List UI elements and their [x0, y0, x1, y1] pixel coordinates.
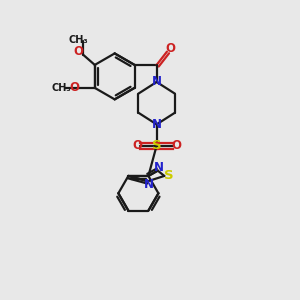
Text: O: O	[171, 139, 182, 152]
Text: CH₃: CH₃	[69, 35, 88, 45]
Text: CH₃: CH₃	[52, 83, 72, 93]
Text: O: O	[132, 139, 142, 152]
Text: N: N	[152, 118, 162, 131]
Text: S: S	[164, 169, 173, 182]
Text: N: N	[154, 161, 164, 174]
Text: S: S	[152, 139, 161, 152]
Text: N: N	[144, 178, 154, 191]
Text: O: O	[165, 42, 175, 55]
Text: N: N	[152, 76, 162, 88]
Text: O: O	[74, 45, 84, 58]
Text: O: O	[69, 81, 79, 94]
